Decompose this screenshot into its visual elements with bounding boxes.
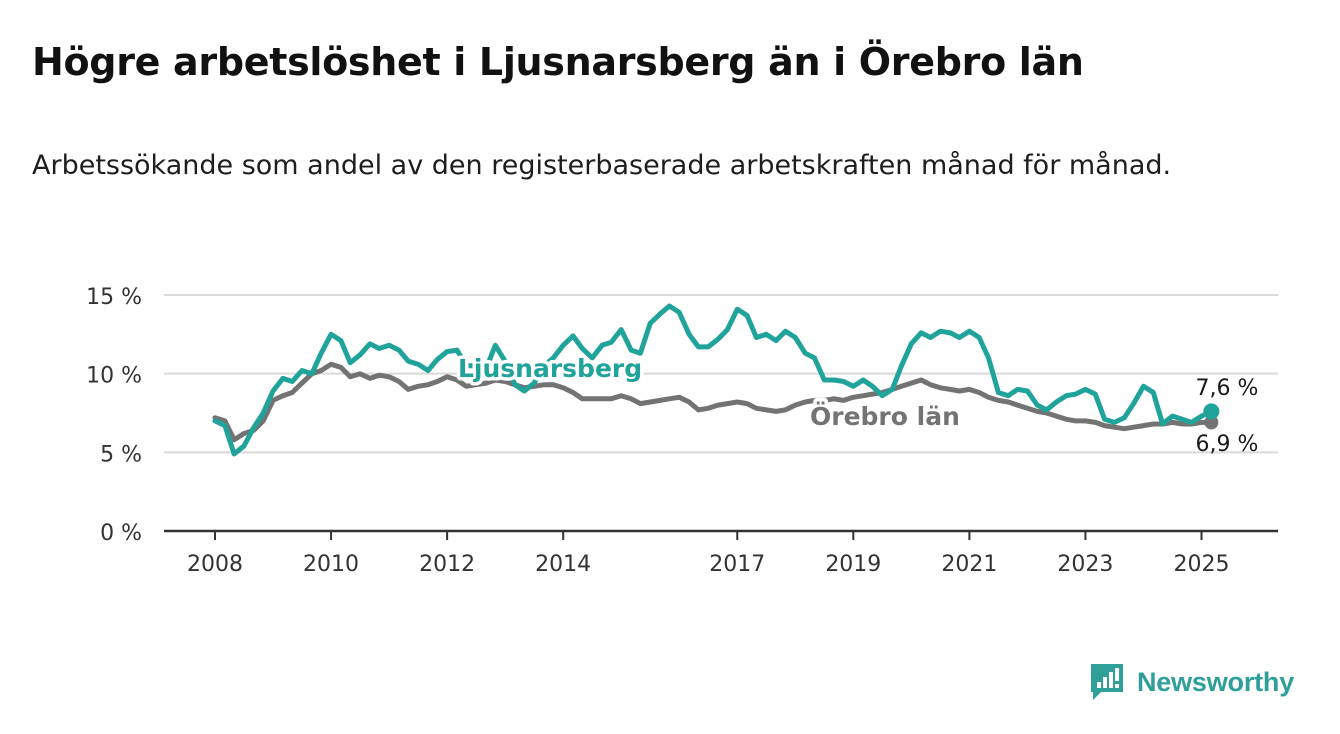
x-tick-label: 2019: [825, 552, 881, 577]
x-tick-label: 2025: [1173, 552, 1229, 577]
series-line-orebro-lan: [212, 361, 1214, 443]
series-label-ljusnarsberg: Ljusnarsberg: [458, 354, 642, 383]
series-line-ljusnarsberg: [212, 303, 1214, 457]
x-tick-label: 2012: [419, 552, 475, 577]
end-point-ljusnarsberg: [1203, 403, 1220, 420]
x-tick-label: 2017: [709, 552, 765, 577]
x-tick-label: 2023: [1057, 552, 1113, 577]
series-label-orebro-lan: Örebro län: [810, 401, 960, 431]
end-label-orebro-lan: 6,9 %: [1196, 432, 1259, 457]
brand-logo: Newsworthy: [1089, 660, 1294, 704]
x-tick-label: 2021: [941, 552, 997, 577]
y-tick-label: 15 %: [86, 285, 142, 310]
page-subtitle: Arbetssökande som andel av den registerb…: [32, 150, 1172, 181]
end-point-orebro-lan: [1204, 415, 1219, 430]
brand-name: Newsworthy: [1137, 666, 1295, 697]
y-tick-label: 0 %: [100, 521, 142, 546]
end-label-ljusnarsberg: 7,6 %: [1196, 376, 1259, 401]
y-tick-label: 10 %: [86, 364, 142, 389]
newsworthy-logo-icon: [1091, 664, 1123, 700]
x-tick-label: 2008: [187, 552, 243, 577]
page-title: Högre arbetslöshet i Ljusnarsberg än i Ö…: [32, 40, 1084, 84]
x-tick-label: 2014: [535, 552, 591, 577]
y-tick-label: 5 %: [100, 442, 142, 467]
series-label-ljusnarsberg-halo: Ljusnarsberg: [458, 354, 642, 383]
series-label-orebro-lan-halo: Örebro län: [810, 401, 960, 431]
x-tick-label: 2010: [303, 552, 359, 577]
